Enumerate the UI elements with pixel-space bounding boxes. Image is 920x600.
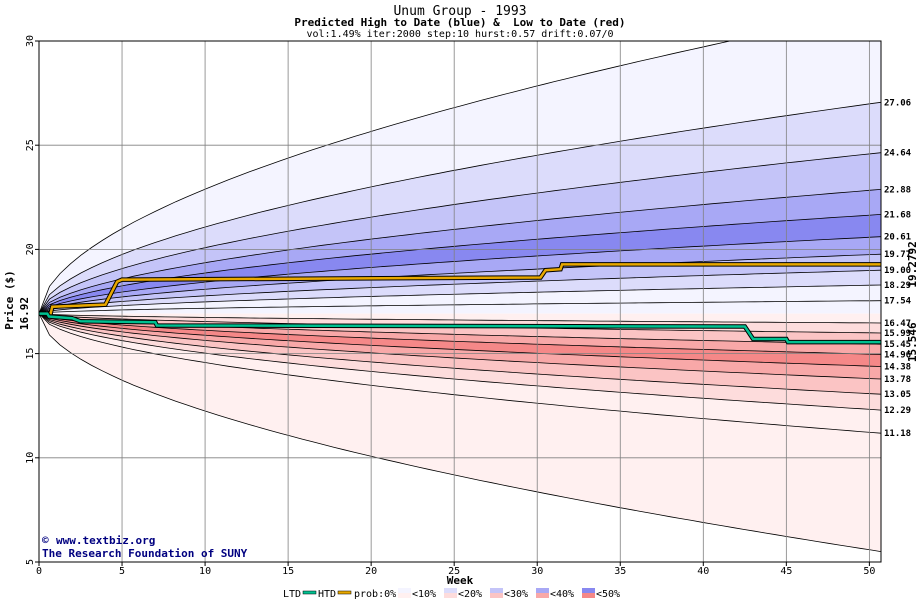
y-axis-label: Price ($) xyxy=(3,270,16,330)
legend-ltd-label: LTD xyxy=(283,589,301,600)
band-line-1 xyxy=(39,101,881,314)
x-tick-label-3: 15 xyxy=(282,566,294,577)
legend-swatch-red-0 xyxy=(398,593,411,598)
y-axis-ticks: 5 10 15 20 25 30 xyxy=(25,35,39,565)
chart-params: vol:1.49% iter:2000 step:10 hurst:0.57 d… xyxy=(306,29,613,40)
plot-frame xyxy=(38,40,882,563)
x-tick-label-9: 45 xyxy=(780,566,792,577)
band-value-label-12: 14.96 xyxy=(884,350,911,360)
band-value-label-13: 14.38 xyxy=(884,363,911,373)
legend-swatch-blue-0 xyxy=(398,588,411,593)
x-tick-label-8: 40 xyxy=(697,566,709,577)
legend-item-4: <50% xyxy=(596,589,620,600)
band-value-label-5: 19.77 xyxy=(884,250,911,260)
band-line-19 xyxy=(39,313,881,552)
band-line-2 xyxy=(39,152,881,314)
x-tick-label-5: 25 xyxy=(448,566,460,577)
band-value-label-9: 16.47 xyxy=(884,319,911,329)
legend-htd-swatch xyxy=(337,590,352,595)
legend-htd-label: HTD xyxy=(318,589,336,600)
x-tick-label-6: 30 xyxy=(531,566,543,577)
band-value-label-0: 27.06 xyxy=(884,98,911,108)
band-line-5 xyxy=(39,236,881,314)
band-value-label-10: 15.99 xyxy=(884,329,911,339)
legend: LTD HTD prob:0% <10% <20% <30% <40% <50% xyxy=(283,588,620,600)
band-line-16 xyxy=(39,313,881,395)
legend-item-0: <10% xyxy=(412,589,436,600)
right-band-labels: 27.06 24.64 22.88 21.68 20.61 19.77 19.00 18.29… xyxy=(884,98,912,439)
y-tick-label-5: 30 xyxy=(25,35,36,47)
band-value-label-1: 24.64 xyxy=(884,149,912,159)
band-value-label-17: 11.18 xyxy=(884,429,911,439)
legend-swatch-red-2 xyxy=(490,593,503,598)
band-value-label-4: 20.61 xyxy=(884,233,911,243)
legend-swatch-red-4 xyxy=(582,593,595,598)
high-band-8 xyxy=(39,285,881,314)
legend-swatch-blue-4 xyxy=(582,588,595,593)
band-value-label-7: 18.29 xyxy=(884,281,911,291)
credit-org: The Research Foundation of SUNY xyxy=(42,547,248,560)
band-line-13 xyxy=(39,313,881,355)
low-band-8 xyxy=(39,313,881,552)
legend-swatch-red-3 xyxy=(536,593,549,598)
legend-item-3: <40% xyxy=(550,589,574,600)
y-tick-label-3: 20 xyxy=(25,243,36,255)
start-price-label: 16.92 xyxy=(18,297,31,330)
band-line-7 xyxy=(39,269,881,314)
chart-subtitle: Predicted High to Date (blue) & Low to D… xyxy=(294,16,625,29)
band-value-label-2: 22.88 xyxy=(884,185,911,195)
x-axis-label: Week xyxy=(447,574,474,587)
chart-title: Unum Group - 1993 xyxy=(393,4,526,19)
band-line-18 xyxy=(39,313,881,434)
y-tick-label-1: 10 xyxy=(25,452,36,464)
band-value-label-14: 13.78 xyxy=(884,375,911,385)
grid-lines xyxy=(39,41,881,562)
last-high-label: 19.2792 xyxy=(906,241,919,287)
band-line-17 xyxy=(39,313,881,411)
y-tick-label-0: 5 xyxy=(25,559,36,565)
copyright-icon: © xyxy=(42,534,49,547)
legend-ltd-swatch xyxy=(302,590,317,595)
band-line-3 xyxy=(39,189,881,314)
band-line-14 xyxy=(39,313,881,367)
ltd-line xyxy=(39,312,881,344)
y-tick-label-2: 15 xyxy=(25,348,36,360)
legend-swatch-blue-1 xyxy=(444,588,457,593)
htd-line xyxy=(39,263,881,315)
credit-site: www.textbiz.org xyxy=(56,534,155,547)
band-value-label-6: 19.00 xyxy=(884,266,911,276)
band-value-label-16: 12.29 xyxy=(884,406,911,416)
x-tick-label-0: 0 xyxy=(36,566,42,577)
band-line-10 xyxy=(39,313,881,324)
legend-prob-label: prob:0% xyxy=(354,589,396,600)
x-tick-label-10: 50 xyxy=(863,566,875,577)
legend-swatch-blue-3 xyxy=(536,588,549,593)
band-line-15 xyxy=(39,313,881,380)
series-lines xyxy=(39,262,881,345)
credit-block: © www.textbiz.org The Research Foundatio… xyxy=(42,534,248,560)
legend-swatch-blue-2 xyxy=(490,588,503,593)
band-value-label-3: 21.68 xyxy=(884,210,911,220)
x-axis-ticks: 0 5 10 15 20 25 30 35 40 45 50 xyxy=(36,562,875,577)
x-tick-label-2: 10 xyxy=(199,566,211,577)
legend-item-1: <20% xyxy=(458,589,482,600)
band-value-label-11: 15.45 xyxy=(884,340,911,350)
y-tick-label-4: 25 xyxy=(25,139,36,151)
legend-item-2: <30% xyxy=(504,589,528,600)
band-line-0 xyxy=(39,41,732,314)
band-line-4 xyxy=(39,214,881,314)
band-value-label-15: 13.05 xyxy=(884,390,911,400)
band-line-6 xyxy=(39,253,881,314)
band-value-label-8: 17.54 xyxy=(884,297,912,307)
legend-swatch-red-1 xyxy=(444,593,457,598)
last-low-label: 15.546 xyxy=(906,322,919,362)
band-line-9 xyxy=(39,300,881,314)
x-tick-label-7: 35 xyxy=(614,566,626,577)
band-line-8 xyxy=(39,284,881,314)
x-tick-label-4: 20 xyxy=(365,566,377,577)
x-tick-label-1: 5 xyxy=(119,566,125,577)
